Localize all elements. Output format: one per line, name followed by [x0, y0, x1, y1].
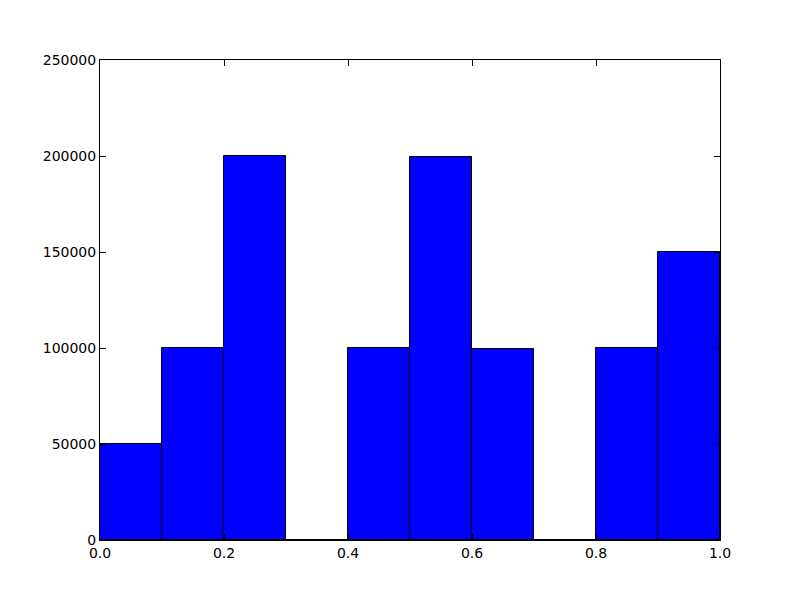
svg-text:100000: 100000 — [43, 340, 96, 356]
svg-text:0.8: 0.8 — [585, 545, 607, 561]
svg-text:0.0: 0.0 — [89, 545, 111, 561]
svg-text:0.6: 0.6 — [461, 545, 483, 561]
svg-text:150000: 150000 — [43, 244, 96, 260]
svg-text:0.4: 0.4 — [337, 545, 359, 561]
svg-text:1.0: 1.0 — [709, 545, 731, 561]
svg-text:0.2: 0.2 — [213, 545, 235, 561]
svg-text:200000: 200000 — [43, 148, 96, 164]
svg-text:250000: 250000 — [43, 52, 96, 68]
svg-text:50000: 50000 — [52, 436, 97, 452]
svg-text:0: 0 — [87, 532, 96, 548]
